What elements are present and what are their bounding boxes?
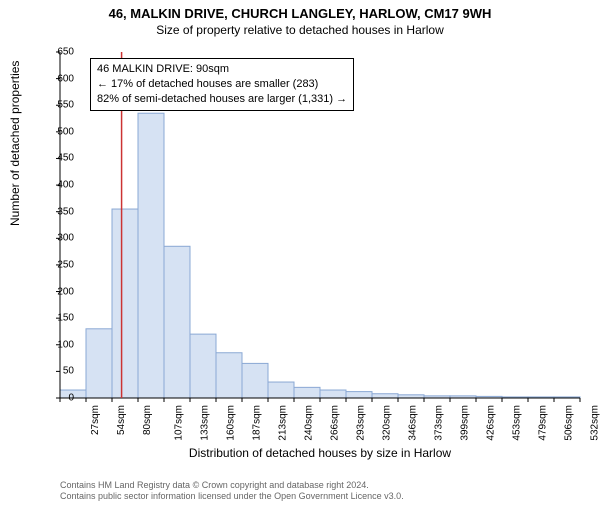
x-tick-label: 293sqm xyxy=(356,405,367,441)
footer: Contains HM Land Registry data © Crown c… xyxy=(60,480,404,503)
histogram-bar xyxy=(112,209,138,398)
info-box: 46 MALKIN DRIVE: 90sqm ← 17% of detached… xyxy=(90,58,354,111)
page-subtitle: Size of property relative to detached ho… xyxy=(0,23,600,37)
y-tick-label: 50 xyxy=(63,366,74,377)
y-tick-label: 450 xyxy=(57,153,74,164)
histogram-bar xyxy=(86,329,112,398)
x-tick-label: 80sqm xyxy=(142,405,153,435)
figure: 46, MALKIN DRIVE, CHURCH LANGLEY, HARLOW… xyxy=(0,6,600,506)
histogram-bar xyxy=(242,363,268,398)
y-tick-label: 550 xyxy=(57,100,74,111)
y-tick-label: 250 xyxy=(57,259,74,270)
x-tick-label: 240sqm xyxy=(304,405,315,441)
y-tick-label: 150 xyxy=(57,313,74,324)
x-tick-label: 107sqm xyxy=(174,405,185,441)
info-line-3: 82% of semi-detached houses are larger (… xyxy=(97,92,347,107)
histogram-bar xyxy=(320,390,346,398)
y-tick-label: 200 xyxy=(57,286,74,297)
x-tick-label: 54sqm xyxy=(116,405,127,435)
x-tick-label: 160sqm xyxy=(226,405,237,441)
x-tick-label: 213sqm xyxy=(278,405,289,441)
histogram-bar xyxy=(372,394,398,398)
info-line-1: 46 MALKIN DRIVE: 90sqm xyxy=(97,62,347,77)
x-tick-label: 320sqm xyxy=(382,405,393,441)
x-tick-label: 479sqm xyxy=(538,405,549,441)
y-tick-label: 400 xyxy=(57,180,74,191)
x-tick-label: 453sqm xyxy=(512,405,523,441)
y-axis-label: Number of detached properties xyxy=(8,61,22,226)
histogram-bar xyxy=(268,382,294,398)
x-tick-label: 426sqm xyxy=(486,405,497,441)
histogram-bar xyxy=(164,246,190,398)
x-tick-label: 266sqm xyxy=(330,405,341,441)
info-line-2: ← 17% of detached houses are smaller (28… xyxy=(97,77,347,92)
x-tick-label: 27sqm xyxy=(90,405,101,435)
x-tick-label: 187sqm xyxy=(252,405,263,441)
x-tick-label: 399sqm xyxy=(460,405,471,441)
x-tick-label: 133sqm xyxy=(200,405,211,441)
page-title: 46, MALKIN DRIVE, CHURCH LANGLEY, HARLOW… xyxy=(0,6,600,21)
histogram-bar xyxy=(190,334,216,398)
x-tick-label: 346sqm xyxy=(408,405,419,441)
x-tick-label: 506sqm xyxy=(564,405,575,441)
x-tick-label: 373sqm xyxy=(434,405,445,441)
y-tick-label: 650 xyxy=(57,47,74,58)
footer-line-2: Contains public sector information licen… xyxy=(60,491,404,502)
y-tick-label: 600 xyxy=(57,73,74,84)
histogram-bar xyxy=(294,387,320,398)
histogram-bar xyxy=(138,113,164,398)
x-tick-label: 532sqm xyxy=(590,405,600,441)
footer-line-1: Contains HM Land Registry data © Crown c… xyxy=(60,480,404,491)
y-tick-label: 0 xyxy=(68,393,74,404)
y-tick-label: 350 xyxy=(57,206,74,217)
y-tick-label: 500 xyxy=(57,126,74,137)
y-tick-label: 300 xyxy=(57,233,74,244)
x-axis-label: Distribution of detached houses by size … xyxy=(60,446,580,460)
y-tick-label: 100 xyxy=(57,339,74,350)
histogram-bar xyxy=(216,353,242,398)
histogram-bar xyxy=(346,392,372,398)
chart-area: 46 MALKIN DRIVE: 90sqm ← 17% of detached… xyxy=(60,52,580,398)
